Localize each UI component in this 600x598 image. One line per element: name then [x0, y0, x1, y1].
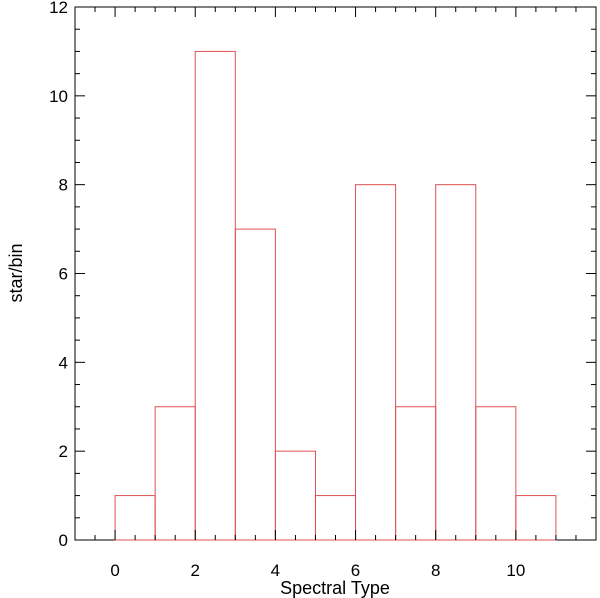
y-tick-label: 0: [59, 531, 68, 550]
x-axis-ticks: 0 2 4 6 8 10: [74, 7, 597, 580]
y-tick-label: 6: [59, 265, 68, 284]
histogram-bar-5: [314, 495, 357, 541]
y-tick-label: 4: [59, 353, 68, 372]
histogram-bar-0: [114, 495, 156, 541]
histogram-bar-2: [194, 50, 236, 541]
x-axis-title: Spectral Type: [280, 578, 390, 598]
histogram-bar-3: [234, 228, 276, 541]
histogram-bar-1: [154, 406, 196, 541]
x-tick-label: 2: [190, 561, 199, 580]
histogram-bar-6: [355, 184, 397, 541]
plot-frame: [74, 6, 597, 541]
y-axis-title: star/bin: [6, 243, 26, 302]
histogram-bar-10: [515, 495, 557, 541]
histogram-bar-7: [395, 406, 437, 541]
y-tick-label: 8: [59, 176, 68, 195]
x-tick-label: 0: [110, 561, 119, 580]
histogram-bar-9: [475, 406, 517, 541]
x-tick-label: 8: [431, 561, 440, 580]
x-tick-label: 6: [351, 561, 360, 580]
y-tick-label: 10: [49, 87, 68, 106]
y-tick-label: 12: [49, 0, 68, 17]
y-axis-ticks: 0 2 4 6 8 10 12: [49, 0, 596, 550]
histogram-bar-4: [274, 450, 316, 541]
x-tick-label: 10: [506, 561, 525, 580]
histogram-bar-8: [435, 184, 477, 541]
y-tick-label: 2: [59, 442, 68, 461]
histogram-bars: [114, 50, 557, 541]
x-tick-label: 4: [271, 561, 280, 580]
